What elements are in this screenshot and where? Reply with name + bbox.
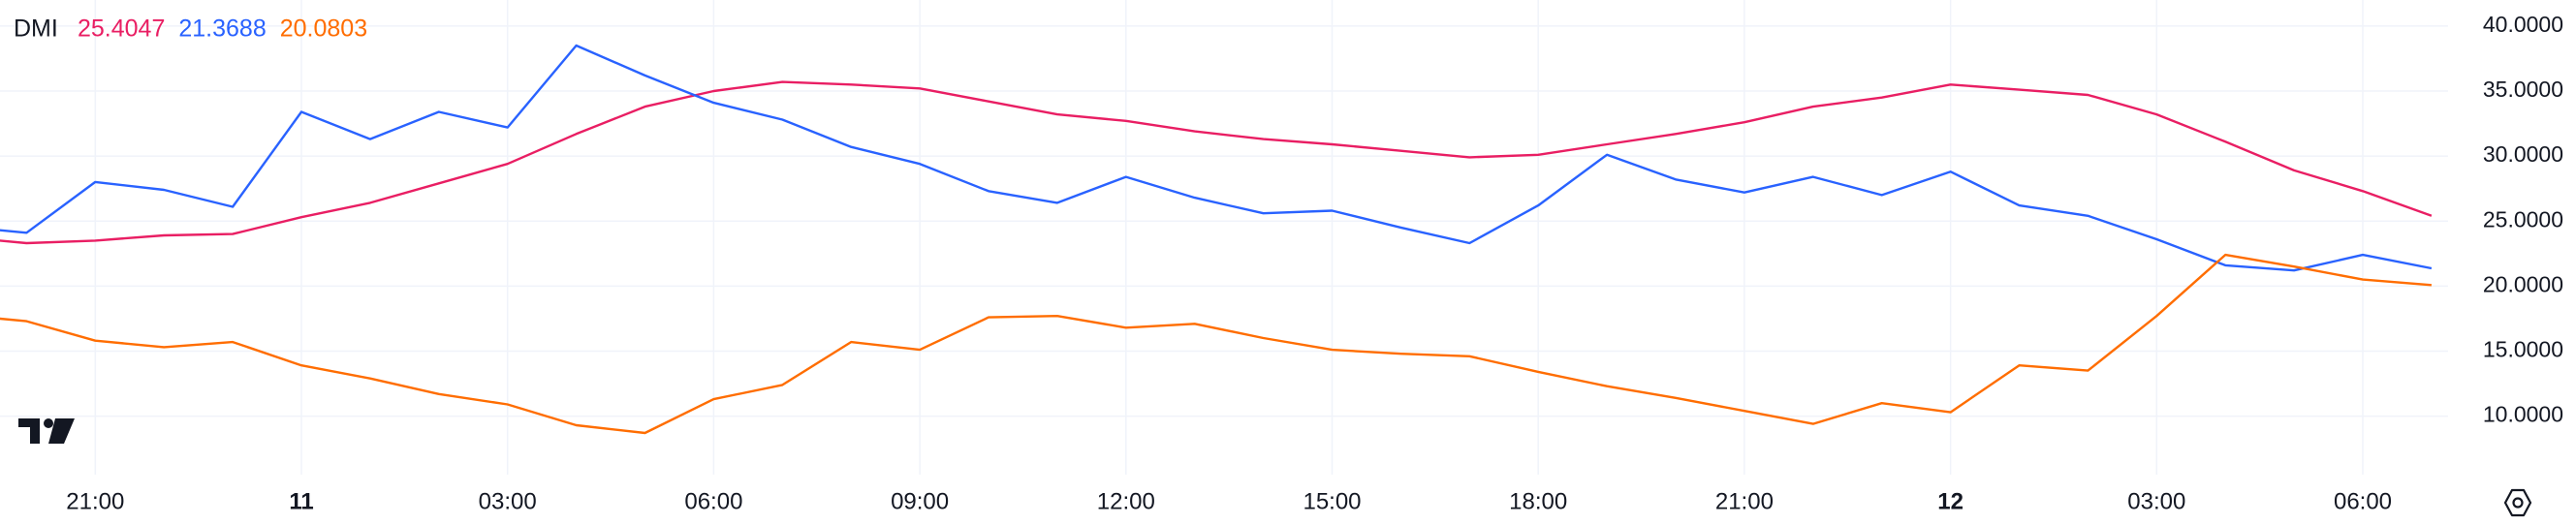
grid bbox=[0, 0, 2448, 475]
logo-part bbox=[18, 418, 40, 444]
legend-value: 20.0803 bbox=[280, 15, 367, 43]
x-tick-label: 21:00 bbox=[66, 488, 124, 514]
y-tick-label: 35.0000 bbox=[2483, 77, 2563, 102]
x-tick-label: 15:00 bbox=[1303, 488, 1361, 514]
y-tick-label: 25.0000 bbox=[2483, 206, 2563, 232]
x-tick-label: 12 bbox=[1937, 488, 1963, 514]
y-tick-label: 30.0000 bbox=[2483, 141, 2563, 167]
indicator-title: DMI bbox=[14, 15, 58, 43]
logo-part bbox=[44, 418, 53, 428]
dmi-line bbox=[0, 253, 2432, 435]
legend-value: 25.4047 bbox=[78, 15, 165, 43]
settings-button[interactable] bbox=[2503, 488, 2532, 517]
settings-icon[interactable] bbox=[2503, 488, 2532, 517]
dmi-line bbox=[0, 80, 2433, 245]
x-tick-label: 09:00 bbox=[891, 488, 949, 514]
x-tick-label: 03:00 bbox=[2127, 488, 2185, 514]
x-tick-label: 06:00 bbox=[684, 488, 742, 514]
x-tick-label: 12:00 bbox=[1097, 488, 1155, 514]
tradingview-logo bbox=[18, 418, 75, 444]
axes: 10.0000 15.0000 20.0000 25.0000 30.0000 35.00… bbox=[66, 12, 2563, 514]
x-tick-label: 03:00 bbox=[479, 488, 537, 514]
y-tick-label: 40.0000 bbox=[2483, 12, 2563, 37]
x-tick-label: 06:00 bbox=[2334, 488, 2392, 514]
x-tick-label: 11 bbox=[289, 488, 313, 514]
dmi-line bbox=[0, 44, 2433, 272]
y-tick-label: 15.0000 bbox=[2483, 337, 2563, 362]
y-tick-label: 10.0000 bbox=[2483, 402, 2563, 427]
legend-value: 21.3688 bbox=[178, 15, 266, 43]
legend-header: DMI 25.4047 21.3688 20.0803 bbox=[14, 15, 367, 43]
logo-part bbox=[48, 418, 75, 444]
y-tick-label: 20.0000 bbox=[2483, 271, 2563, 296]
x-tick-label: 18:00 bbox=[1509, 488, 1567, 514]
settings-icon[interactable] bbox=[2512, 497, 2524, 509]
plot-area bbox=[0, 44, 2433, 435]
x-tick-label: 21:00 bbox=[1715, 488, 1774, 514]
